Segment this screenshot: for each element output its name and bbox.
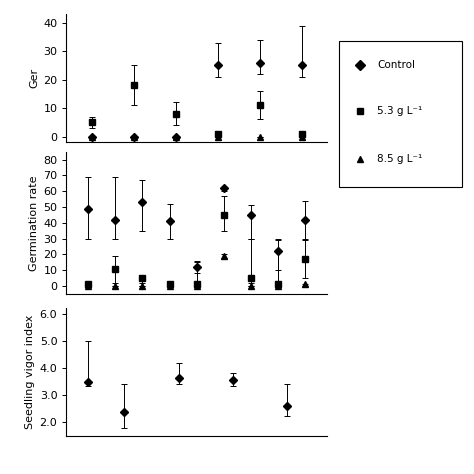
Text: 8.5 g L⁻¹: 8.5 g L⁻¹ <box>377 154 423 164</box>
Text: 5.3 g L⁻¹: 5.3 g L⁻¹ <box>377 106 423 116</box>
Y-axis label: Ger: Ger <box>29 68 39 88</box>
Text: Control: Control <box>377 60 416 70</box>
Y-axis label: Seedling vigor index: Seedling vigor index <box>26 315 36 429</box>
Y-axis label: Germination rate: Germination rate <box>29 175 39 271</box>
